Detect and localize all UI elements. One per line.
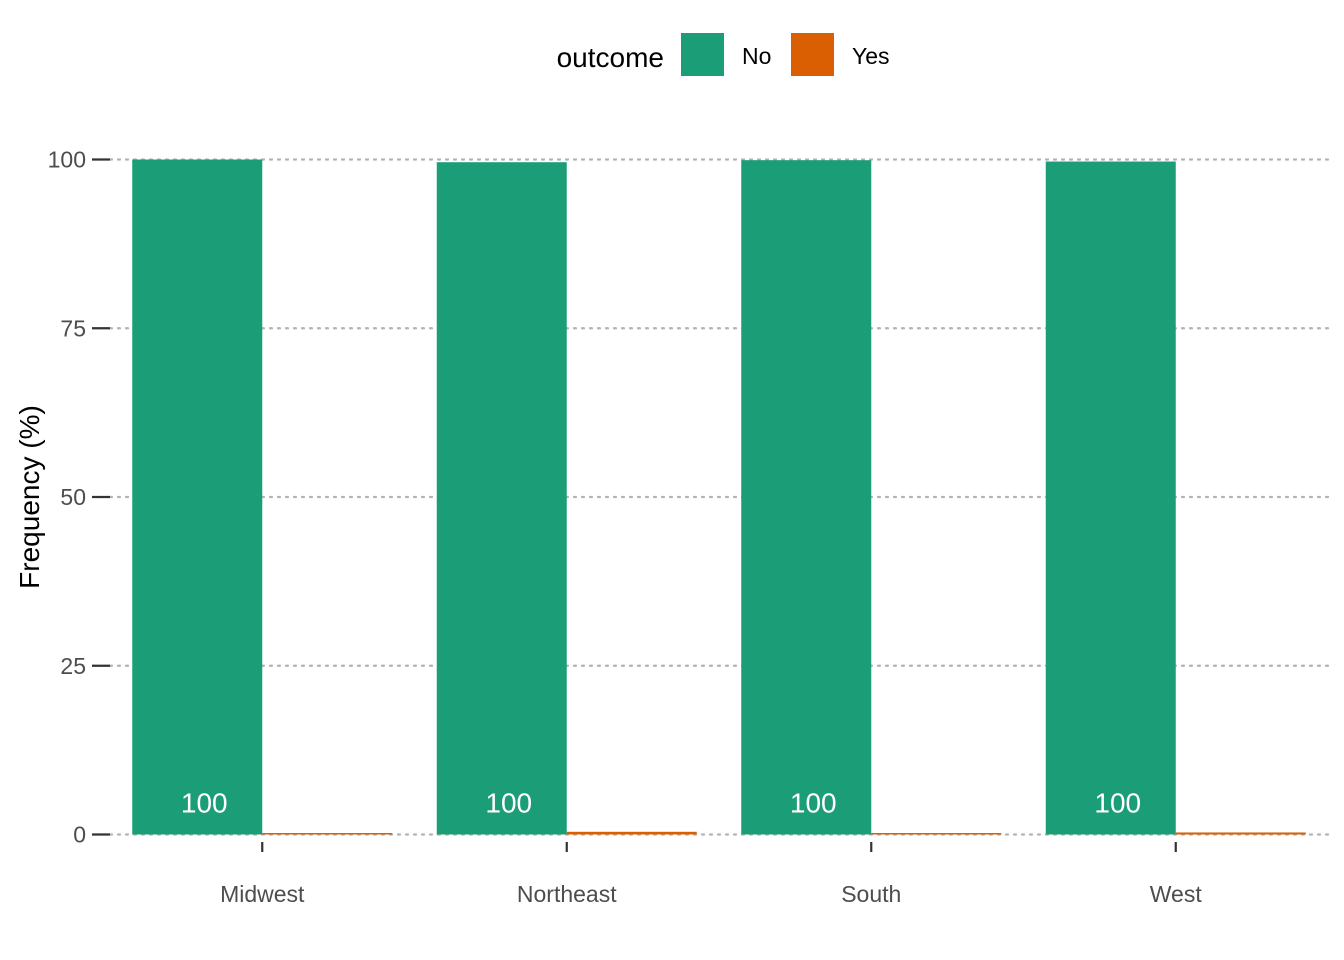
bars xyxy=(132,159,1306,835)
legend-title: outcome xyxy=(557,42,664,73)
data-labels: 100 100 100 100 xyxy=(181,788,1141,819)
bar-yes xyxy=(871,833,1002,835)
data-label: 100 xyxy=(790,788,837,819)
y-axis: 0 25 50 75 100 xyxy=(48,147,110,848)
x-tick-label: Midwest xyxy=(220,881,305,907)
bar-no xyxy=(741,160,872,835)
x-tick-label: West xyxy=(1150,881,1203,907)
bar-yes xyxy=(1175,832,1306,835)
bar-yes xyxy=(262,833,393,835)
legend-key-no xyxy=(681,33,724,76)
x-tick-label: Northeast xyxy=(517,881,617,907)
y-tick-label: 75 xyxy=(60,315,86,341)
bar-no xyxy=(436,162,567,835)
legend: outcome No Yes xyxy=(557,33,890,76)
legend-label: Yes xyxy=(852,43,890,69)
y-tick-label: 50 xyxy=(60,484,86,510)
data-label: 100 xyxy=(181,788,228,819)
bar-no xyxy=(1045,161,1176,835)
data-label: 100 xyxy=(485,788,532,819)
bar-yes xyxy=(566,831,697,835)
legend-label: No xyxy=(742,43,771,69)
bar-no xyxy=(132,159,263,835)
legend-key-yes xyxy=(791,33,834,76)
x-tick-label: South xyxy=(841,881,901,907)
y-axis-title: Frequency (%) xyxy=(14,405,45,589)
y-tick-label: 0 xyxy=(73,822,86,848)
y-tick-label: 100 xyxy=(48,147,86,173)
y-tick-label: 25 xyxy=(60,653,86,679)
data-label: 100 xyxy=(1094,788,1141,819)
x-axis: Midwest Northeast South West xyxy=(220,842,1202,907)
